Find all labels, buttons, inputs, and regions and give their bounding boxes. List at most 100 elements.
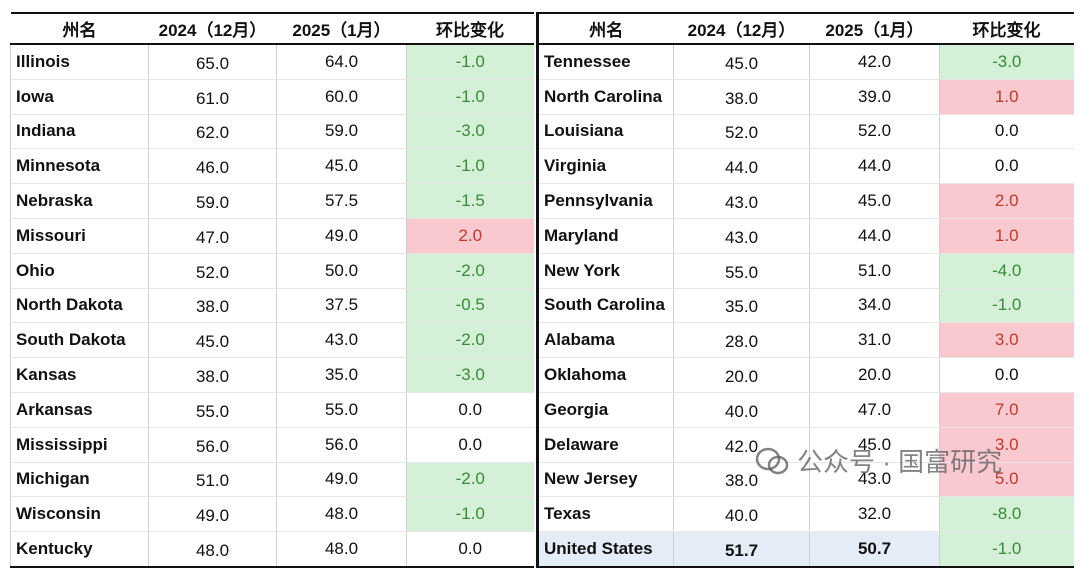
value-cell: 42.0 bbox=[809, 44, 940, 80]
state-name: Indiana bbox=[10, 114, 149, 150]
header-cell: 州名 bbox=[10, 12, 149, 45]
value-cell: 45.0 bbox=[148, 322, 277, 359]
state-name: Oklahoma bbox=[537, 357, 674, 393]
value-cell: 45.0 bbox=[809, 427, 940, 463]
change-cell: 1.0 bbox=[939, 79, 1074, 115]
table-row: Minnesota 46.0 45.0 -1.0 bbox=[10, 148, 534, 185]
value-cell: 50.0 bbox=[276, 253, 407, 289]
left-table: 州名 2024（12月） 2025（1月） 环比变化 Illinois 65.0 6… bbox=[10, 12, 534, 568]
value-cell: 43.0 bbox=[809, 462, 940, 498]
change-cell: -8.0 bbox=[939, 496, 1074, 533]
change-cell: -1.0 bbox=[406, 44, 534, 80]
table-row: South Carolina 35.0 34.0 -1.0 bbox=[537, 288, 1074, 324]
value-cell: 32.0 bbox=[809, 496, 940, 533]
change-cell: -2.0 bbox=[406, 253, 534, 289]
state-name: Virginia bbox=[537, 148, 674, 185]
table-row: Delaware 42.0 45.0 3.0 bbox=[537, 427, 1074, 463]
table-row: Wisconsin 49.0 48.0 -1.0 bbox=[10, 496, 534, 533]
value-cell: 44.0 bbox=[673, 148, 810, 185]
value-cell: 49.0 bbox=[276, 462, 407, 498]
state-name: Kansas bbox=[10, 357, 149, 393]
value-cell: 35.0 bbox=[276, 357, 407, 393]
change-cell: -4.0 bbox=[939, 253, 1074, 289]
value-cell: 52.0 bbox=[148, 253, 277, 289]
value-cell: 51.7 bbox=[673, 531, 810, 568]
value-cell: 59.0 bbox=[148, 183, 277, 219]
table-row: Arkansas 55.0 55.0 0.0 bbox=[10, 392, 534, 428]
header-cell: 2024（12月） bbox=[673, 12, 810, 45]
state-name: North Carolina bbox=[537, 79, 674, 115]
value-cell: 35.0 bbox=[673, 288, 810, 324]
change-cell: 0.0 bbox=[406, 427, 534, 463]
value-cell: 51.0 bbox=[809, 253, 940, 289]
value-cell: 49.0 bbox=[276, 218, 407, 254]
change-cell: 5.0 bbox=[939, 462, 1074, 498]
table-row: Kansas 38.0 35.0 -3.0 bbox=[10, 357, 534, 393]
value-cell: 43.0 bbox=[276, 322, 407, 359]
value-cell: 43.0 bbox=[673, 183, 810, 219]
change-cell: -3.0 bbox=[406, 357, 534, 393]
value-cell: 57.5 bbox=[276, 183, 407, 219]
value-cell: 49.0 bbox=[148, 496, 277, 533]
value-cell: 62.0 bbox=[148, 114, 277, 150]
change-cell: 3.0 bbox=[939, 427, 1074, 463]
table-row: North Carolina 38.0 39.0 1.0 bbox=[537, 79, 1074, 115]
value-cell: 48.0 bbox=[148, 531, 277, 568]
value-cell: 50.7 bbox=[809, 531, 940, 568]
header-cell: 2024（12月） bbox=[148, 12, 277, 45]
value-cell: 46.0 bbox=[148, 148, 277, 185]
header-row: 州名 2024（12月） 2025（1月） 环比变化 bbox=[537, 12, 1074, 45]
state-name: Missouri bbox=[10, 218, 149, 254]
change-cell: 1.0 bbox=[939, 218, 1074, 254]
state-name: Alabama bbox=[537, 322, 674, 359]
value-cell: 20.0 bbox=[673, 357, 810, 393]
state-name: Maryland bbox=[537, 218, 674, 254]
change-cell: -1.0 bbox=[939, 531, 1074, 568]
table-row: Kentucky 48.0 48.0 0.0 bbox=[10, 531, 534, 568]
value-cell: 61.0 bbox=[148, 79, 277, 115]
header-cell: 环比变化 bbox=[406, 12, 534, 45]
state-name: Iowa bbox=[10, 79, 149, 115]
change-cell: 2.0 bbox=[939, 183, 1074, 219]
header-cell: 州名 bbox=[537, 12, 674, 45]
value-cell: 55.0 bbox=[673, 253, 810, 289]
table-row: Illinois 65.0 64.0 -1.0 bbox=[10, 44, 534, 80]
watermark-text: 公众号 · 国富研究 bbox=[797, 447, 1003, 477]
value-cell: 65.0 bbox=[148, 44, 277, 80]
state-name: Wisconsin bbox=[10, 496, 149, 533]
state-name: South Dakota bbox=[10, 322, 149, 359]
state-name: Georgia bbox=[537, 392, 674, 428]
value-cell: 39.0 bbox=[809, 79, 940, 115]
value-cell: 47.0 bbox=[148, 218, 277, 254]
value-cell: 43.0 bbox=[673, 218, 810, 254]
change-cell: 7.0 bbox=[939, 392, 1074, 428]
state-name: Pennsylvania bbox=[537, 183, 674, 219]
change-cell: -2.0 bbox=[406, 322, 534, 359]
change-cell: 0.0 bbox=[406, 392, 534, 428]
value-cell: 40.0 bbox=[673, 496, 810, 533]
value-cell: 44.0 bbox=[809, 218, 940, 254]
value-cell: 38.0 bbox=[673, 79, 810, 115]
state-name: Arkansas bbox=[10, 392, 149, 428]
table-row: Virginia 44.0 44.0 0.0 bbox=[537, 148, 1074, 185]
change-cell: -2.0 bbox=[406, 462, 534, 498]
state-name: Louisiana bbox=[537, 114, 674, 150]
change-cell: 0.0 bbox=[939, 357, 1074, 393]
value-cell: 45.0 bbox=[673, 44, 810, 80]
change-cell: -3.0 bbox=[939, 44, 1074, 80]
table-row: South Dakota 45.0 43.0 -2.0 bbox=[10, 322, 534, 359]
change-cell: -1.0 bbox=[939, 288, 1074, 324]
page: 州名 2024（12月） 2025（1月） 环比变化 Illinois 65.0 6… bbox=[10, 12, 1074, 568]
table-row: United States 51.7 50.7 -1.0 bbox=[537, 531, 1074, 568]
value-cell: 47.0 bbox=[809, 392, 940, 428]
value-cell: 44.0 bbox=[809, 148, 940, 185]
state-name: Minnesota bbox=[10, 148, 149, 185]
state-name: Nebraska bbox=[10, 183, 149, 219]
table-row: Oklahoma 20.0 20.0 0.0 bbox=[537, 357, 1074, 393]
value-cell: 52.0 bbox=[673, 114, 810, 150]
table-row: Alabama 28.0 31.0 3.0 bbox=[537, 322, 1074, 359]
change-cell: -0.5 bbox=[406, 288, 534, 324]
value-cell: 38.0 bbox=[148, 357, 277, 393]
table-row: Missouri 47.0 49.0 2.0 bbox=[10, 218, 534, 254]
table-row: Georgia 40.0 47.0 7.0 bbox=[537, 392, 1074, 428]
